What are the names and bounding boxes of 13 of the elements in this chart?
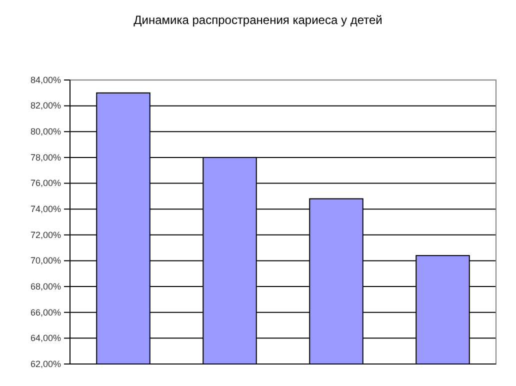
- y-tick-label: 68,00%: [30, 281, 61, 292]
- y-tick-label: 76,00%: [30, 178, 61, 188]
- y-tick-label: 84,00%: [30, 74, 61, 85]
- y-tick-label: 78,00%: [30, 152, 61, 162]
- y-tick-label: 74,00%: [30, 204, 61, 214]
- y-tick-label: 66,00%: [30, 307, 61, 318]
- y-tick-label: 80,00%: [30, 126, 61, 137]
- y-tick-label: 82,00%: [30, 100, 61, 111]
- y-tick-label: 72,00%: [30, 230, 61, 240]
- chart-title: Динамика распространения кариеса у детей: [134, 13, 382, 27]
- y-tick-label: 70,00%: [30, 256, 61, 266]
- y-tick-label: 64,00%: [30, 333, 61, 344]
- y-tick-label: 62,00%: [30, 358, 61, 369]
